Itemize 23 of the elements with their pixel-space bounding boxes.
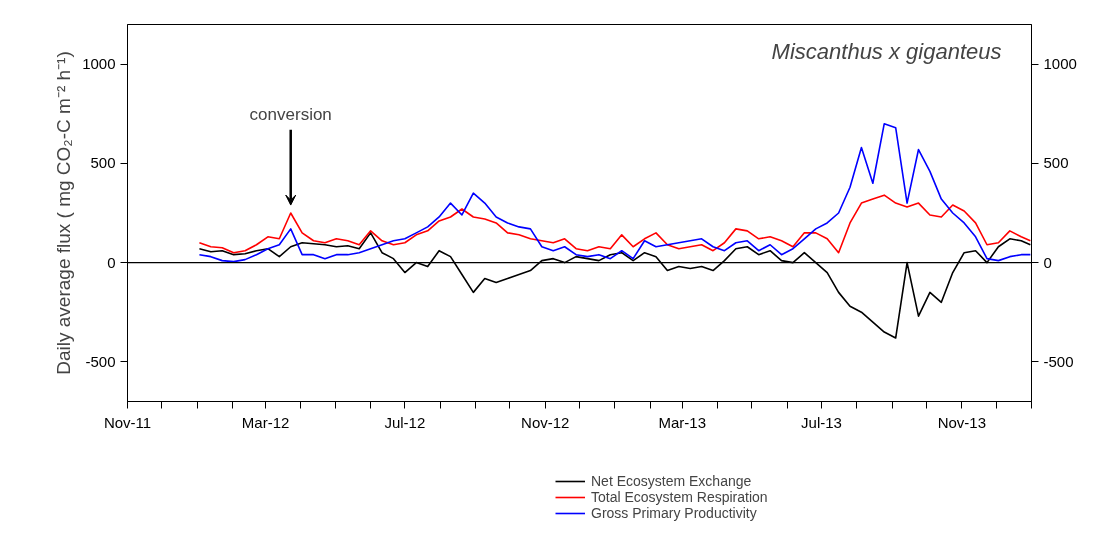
annotation: conversion <box>249 104 332 124</box>
x-tick-label: Nov-11 <box>103 413 152 431</box>
y-axis-title: Daily average flux ( mg CO₂-C m⁻² h⁻¹) <box>53 51 75 375</box>
legend-label: Total Ecosystem Respiration <box>591 489 768 505</box>
x-tick-label: Nov-12 <box>521 413 570 431</box>
x-tick-label: Mar-12 <box>241 413 290 431</box>
y-tick-label: 500 <box>90 154 116 172</box>
legend-label: Gross Primary Productivity <box>591 505 757 521</box>
x-tick-label: Jul-12 <box>384 413 426 431</box>
y-tick-label: 1000 <box>82 55 116 73</box>
x-tick-label: Mar-13 <box>658 413 706 431</box>
y-tick-label: 0 <box>107 253 116 271</box>
y-tick-label: -500 <box>85 352 116 370</box>
y2-tick-label: 0 <box>1043 253 1052 271</box>
line-series <box>198 194 1032 254</box>
text: Miscanthus x giganteus <box>771 38 1002 64</box>
x-tick-label: Nov-13 <box>937 413 987 431</box>
y2-tick-label: 1000 <box>1043 55 1077 73</box>
line-series <box>198 122 1032 263</box>
y2-tick-label: -500 <box>1043 352 1074 370</box>
legend-label: Net Ecosystem Exchange <box>591 473 752 489</box>
y2-tick-label: 500 <box>1043 154 1069 172</box>
x-tick-label: Jul-13 <box>801 413 842 431</box>
